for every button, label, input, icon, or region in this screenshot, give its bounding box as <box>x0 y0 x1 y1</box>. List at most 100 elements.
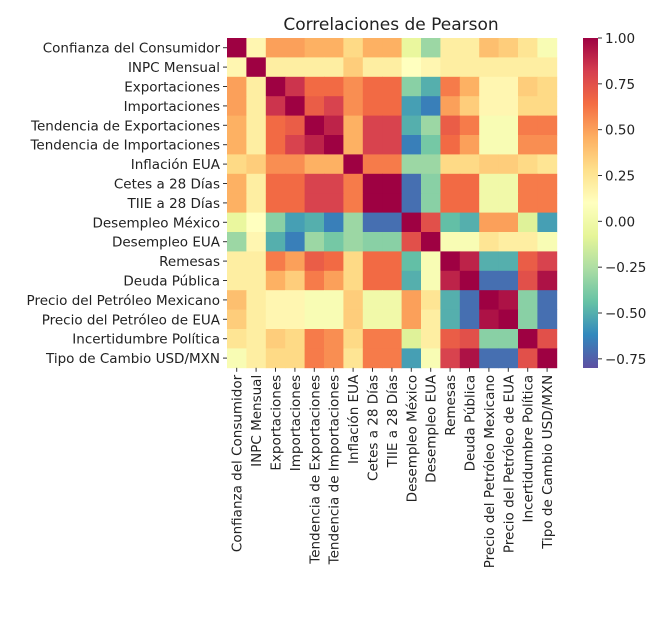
heatmap-cell <box>421 76 441 97</box>
heatmap-cell <box>498 76 519 97</box>
heatmap-cell <box>362 57 383 78</box>
heatmap-cell <box>479 38 499 58</box>
heatmap-cell <box>227 309 247 330</box>
heatmap-cell <box>324 173 344 194</box>
x-tick-label: Incertidumbre Política <box>521 375 537 523</box>
heatmap-cell <box>362 309 383 330</box>
x-tick-label: Tendencia de Exportaciones <box>307 375 323 565</box>
heatmap-cell <box>401 173 422 194</box>
heatmap-cell <box>382 173 402 194</box>
heatmap-cell <box>498 270 519 291</box>
heatmap-cell <box>382 57 402 78</box>
heatmap-cell <box>518 76 538 97</box>
heatmap-cell <box>246 309 267 330</box>
heatmap-cell <box>304 154 325 175</box>
heatmap-cell <box>265 96 286 116</box>
heatmap-cell <box>537 96 558 116</box>
y-tick-label: INPC Mensual <box>128 60 220 76</box>
heatmap-cell <box>440 154 461 175</box>
heatmap-cell <box>265 212 286 233</box>
y-tick-label: Incertidumbre Política <box>72 332 220 348</box>
heatmap-cell <box>498 96 519 116</box>
colorbar-tick-label: 0.25 <box>605 169 635 185</box>
heatmap-cell <box>227 115 247 136</box>
heatmap-cell <box>343 173 364 194</box>
heatmap-cell <box>498 329 519 349</box>
heatmap-cell <box>304 135 325 155</box>
heatmap-cell <box>265 232 286 252</box>
heatmap-cell <box>265 38 286 58</box>
heatmap-cell <box>421 135 441 155</box>
heatmap-cell <box>498 348 519 369</box>
heatmap-cell <box>401 232 422 252</box>
heatmap-cell <box>304 57 325 78</box>
heatmap-cell <box>518 154 538 175</box>
heatmap-cell <box>440 115 461 136</box>
y-tick-label: Importaciones <box>124 99 220 115</box>
y-tick-label: TIIE a 28 Días <box>126 196 220 212</box>
heatmap-cell <box>479 135 499 155</box>
heatmap-cell <box>518 57 538 78</box>
heatmap-cell <box>246 270 267 291</box>
heatmap-cell <box>343 251 364 272</box>
heatmap-cell <box>459 309 480 330</box>
heatmap-cell <box>343 290 364 310</box>
heatmap-cell <box>324 76 344 97</box>
colorbar-gradient <box>583 38 598 368</box>
heatmap-cell <box>518 115 538 136</box>
heatmap-cell <box>459 135 480 155</box>
heatmap-cell <box>227 270 247 291</box>
heatmap-cell <box>343 57 364 78</box>
heatmap-cell <box>382 309 402 330</box>
heatmap-cell <box>343 154 364 175</box>
heatmap-cell <box>382 329 402 349</box>
heatmap-cell <box>304 173 325 194</box>
heatmap-cell <box>421 309 441 330</box>
heatmap-cell <box>382 115 402 136</box>
heatmap-cell <box>421 154 441 175</box>
heatmap-cell <box>459 76 480 97</box>
x-tick-label: Remesas <box>443 375 459 436</box>
heatmap-cell <box>518 251 538 272</box>
heatmap-cell <box>324 135 344 155</box>
heatmap-cell <box>401 290 422 310</box>
heatmap-cell <box>304 232 325 252</box>
heatmap-cell <box>440 309 461 330</box>
y-tick-label: Remesas <box>159 254 220 270</box>
heatmap-cell <box>537 173 558 194</box>
heatmap-cell <box>285 115 305 136</box>
heatmap-cell <box>285 135 305 155</box>
heatmap-cell <box>382 38 402 58</box>
colorbar-tick-label: 1.00 <box>605 31 635 47</box>
heatmap-cell <box>265 115 286 136</box>
heatmap-cell <box>324 115 344 136</box>
heatmap-cell <box>304 348 325 369</box>
heatmap-cell <box>285 270 305 291</box>
heatmap-cell <box>401 212 422 233</box>
heatmap-cell <box>498 135 519 155</box>
heatmap-cell <box>285 212 305 233</box>
heatmap-cell <box>265 348 286 369</box>
heatmap-cell <box>304 212 325 233</box>
x-tick-label: Precio del Petróleo de EUA <box>501 374 517 553</box>
heatmap-cell <box>265 193 286 213</box>
heatmap-cell <box>324 309 344 330</box>
y-tick-label: Exportaciones <box>124 80 220 96</box>
y-tick-labels: Confianza del Consumidor INPC Mensual Expo… <box>27 41 227 367</box>
y-tick-label: Tendencia de Importaciones <box>29 138 220 154</box>
heatmap-cell <box>459 173 480 194</box>
y-tick-label: Precio del Petróleo de EUA <box>42 312 221 328</box>
heatmap-cell <box>304 38 325 58</box>
heatmap-cell <box>479 348 499 369</box>
heatmap-cell <box>518 309 538 330</box>
heatmap-cell <box>227 232 247 252</box>
heatmap-cell <box>382 135 402 155</box>
heatmap-cell <box>459 270 480 291</box>
heatmap-cell <box>498 115 519 136</box>
heatmap-cell <box>304 290 325 310</box>
heatmap-cell <box>362 251 383 272</box>
heatmap-cell <box>362 135 383 155</box>
heatmap-cell <box>479 76 499 97</box>
heatmap-cell <box>440 329 461 349</box>
